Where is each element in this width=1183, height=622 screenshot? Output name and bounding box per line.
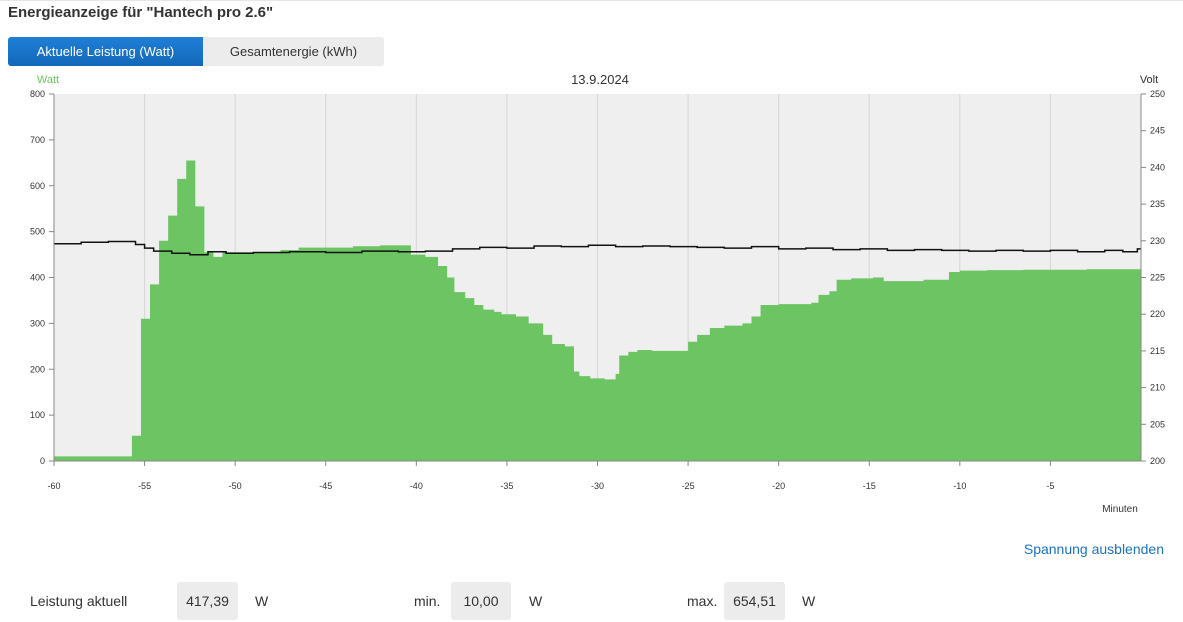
right-y-tick-label: 235 xyxy=(1150,199,1165,209)
right-y-tick-label: 220 xyxy=(1150,309,1165,319)
current-power-value: 417,39 xyxy=(177,582,238,620)
max-power-label: max. xyxy=(687,593,718,609)
right-y-tick-label: 225 xyxy=(1150,273,1165,283)
x-tick-label: -30 xyxy=(591,481,604,491)
x-tick-label: -35 xyxy=(500,481,513,491)
right-y-tick-label: 245 xyxy=(1150,126,1165,136)
right-axis-label: Volt xyxy=(1140,74,1158,86)
left-axis-label: Watt xyxy=(37,74,59,86)
top-divider xyxy=(0,0,1183,1)
left-y-tick-label: 600 xyxy=(30,181,45,191)
x-tick-label: -15 xyxy=(863,481,876,491)
x-tick-label: -55 xyxy=(138,481,151,491)
x-tick-label: -20 xyxy=(772,481,785,491)
right-y-tick-label: 240 xyxy=(1150,162,1165,172)
left-y-tick-label: 300 xyxy=(30,318,45,328)
x-tick-label: -5 xyxy=(1046,481,1054,491)
min-power-unit: W xyxy=(529,593,543,609)
left-y-tick-label: 700 xyxy=(30,135,45,145)
current-power-unit: W xyxy=(255,593,269,609)
right-y-tick-label: 205 xyxy=(1150,419,1165,429)
right-y-tick-label: 215 xyxy=(1150,346,1165,356)
x-tick-label: -45 xyxy=(319,481,332,491)
current-power-label: Leistung aktuell xyxy=(30,593,128,609)
x-axis-label: Minuten xyxy=(1102,504,1138,515)
right-y-tick-label: 210 xyxy=(1150,383,1165,393)
x-tick-label: -60 xyxy=(47,481,60,491)
left-y-tick-label: 400 xyxy=(30,273,45,283)
x-tick-label: -25 xyxy=(682,481,695,491)
x-tick-label: -10 xyxy=(953,481,966,491)
stats-row: Leistung aktuell 417,39 W min. 10,00 W m… xyxy=(0,582,1183,620)
left-y-tick-label: 0 xyxy=(40,456,45,466)
right-y-tick-label: 200 xyxy=(1150,456,1165,466)
tab-bar: Aktuelle Leistung (Watt) Gesamtenergie (… xyxy=(8,37,384,66)
watt-series-area xyxy=(54,160,1141,462)
min-power-value: 10,00 xyxy=(451,582,511,620)
right-y-tick-label: 250 xyxy=(1150,89,1165,99)
left-y-tick-label: 200 xyxy=(30,364,45,374)
left-y-tick-label: 100 xyxy=(30,410,45,420)
x-tick-label: -40 xyxy=(410,481,423,491)
power-chart: 0 100 200 300 400 500 600 700 800 200 205 210 215 220… xyxy=(30,72,1165,515)
tab-current-power[interactable]: Aktuelle Leistung (Watt) xyxy=(8,37,203,66)
volt-series-line xyxy=(54,240,1141,256)
left-y-tick-label: 500 xyxy=(30,227,45,237)
x-tick-label: -50 xyxy=(229,481,242,491)
right-y-tick-label: 230 xyxy=(1150,236,1165,246)
tab-total-energy[interactable]: Gesamtenergie (kWh) xyxy=(203,37,384,66)
left-y-tick-label: 800 xyxy=(30,89,45,99)
chart-title: 13.9.2024 xyxy=(571,72,629,87)
max-power-value: 654,51 xyxy=(724,582,785,620)
hide-voltage-link[interactable]: Spannung ausblenden xyxy=(1023,541,1164,557)
max-power-unit: W xyxy=(802,593,816,609)
page-title: Energieanzeige für "Hantech pro 2.6" xyxy=(8,4,274,21)
min-power-label: min. xyxy=(414,593,441,609)
